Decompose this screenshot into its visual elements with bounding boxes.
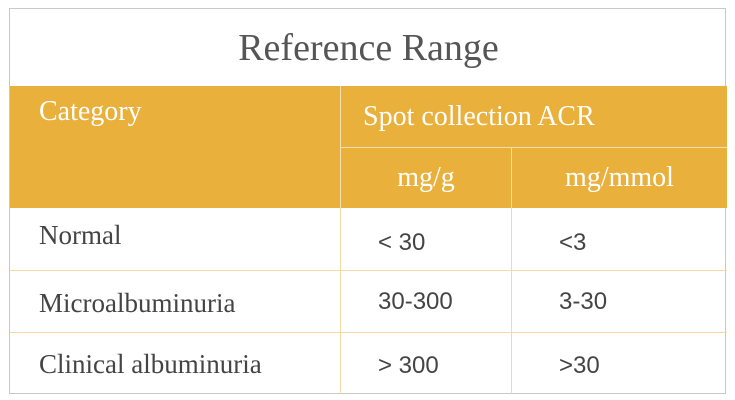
header-cell: Category [10,86,340,208]
column-divider [340,208,341,394]
category-cell: Clinical albuminuria [39,348,262,379]
subheader-cell: mg/g [340,148,511,208]
value-cell: 30-300 [378,288,453,315]
value-cell: <3 [559,229,587,256]
value-cell: 3-30 [559,288,608,315]
value-cell: < 30 [378,229,426,256]
value-cell: > 300 [378,352,439,379]
category-cell: Microalbuminuria [39,287,236,318]
subheader-cell: mg/mmol [511,148,727,208]
category-cell: Normal [39,219,122,250]
row-divider [10,270,727,271]
column-divider [511,208,512,394]
table-frame: Reference Range Category Spot collection… [9,8,727,394]
row-divider [10,332,727,333]
header-cell: Spot collection ACR [340,86,727,148]
value-cell: >30 [559,352,600,379]
table-title: Reference Range [238,26,499,69]
